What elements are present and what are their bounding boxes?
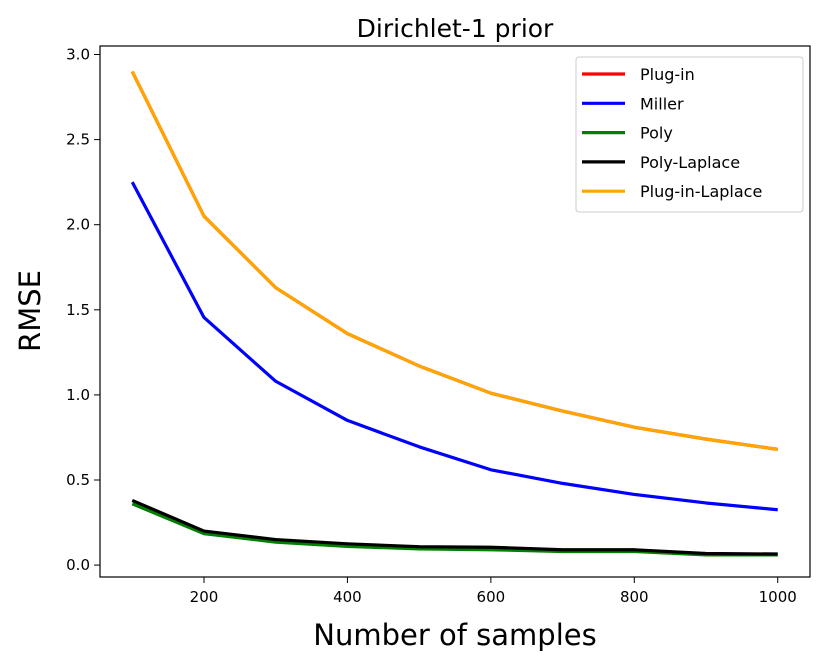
series-line-miller <box>130 181 778 512</box>
plot-frame <box>99 45 811 578</box>
y-tick-label: 0.0 <box>66 556 90 574</box>
x-axis-ticks: 200 400 600 800 1000 <box>190 577 797 606</box>
x-tick-label: 200 <box>190 588 219 606</box>
x-axis-title: Number of samples <box>313 618 596 652</box>
y-tick-label: 1.0 <box>66 386 90 404</box>
y-tick-label: 2.5 <box>66 131 90 149</box>
y-axis-ticks: 0.0 0.5 1.0 1.5 2.0 2.5 3.0 <box>66 46 100 574</box>
plot-lines <box>130 70 778 557</box>
legend-label: Plug-in-Laplace <box>640 182 762 201</box>
x-tick-label: 1000 <box>759 588 797 606</box>
legend-items: Plug-in Miller Poly Poly-Laplace Plug-in-Lap… <box>582 65 762 201</box>
chart-title: Dirichlet-1 prior <box>357 14 554 43</box>
y-tick-label: 1.5 <box>66 301 90 319</box>
legend-label: Poly-Laplace <box>640 153 740 172</box>
series-line-plug-in-laplace <box>130 70 778 451</box>
x-tick-label: 400 <box>333 588 362 606</box>
y-tick-label: 2.0 <box>66 216 90 234</box>
y-tick-label: 0.5 <box>66 471 90 489</box>
series-line-poly-laplace <box>131 498 778 556</box>
x-tick-label: 800 <box>620 588 649 606</box>
y-axis-title: RMSE <box>13 270 47 352</box>
legend-frame <box>575 56 804 213</box>
y-tick-label: 3.0 <box>66 46 90 64</box>
legend-label: Poly <box>640 124 673 143</box>
legend-label: Plug-in <box>640 65 695 84</box>
x-tick-label: 600 <box>477 588 506 606</box>
legend: Plug-in Miller Poly Poly-Laplace Plug-in-Lap… <box>575 56 804 213</box>
legend-label: Miller <box>640 94 684 113</box>
